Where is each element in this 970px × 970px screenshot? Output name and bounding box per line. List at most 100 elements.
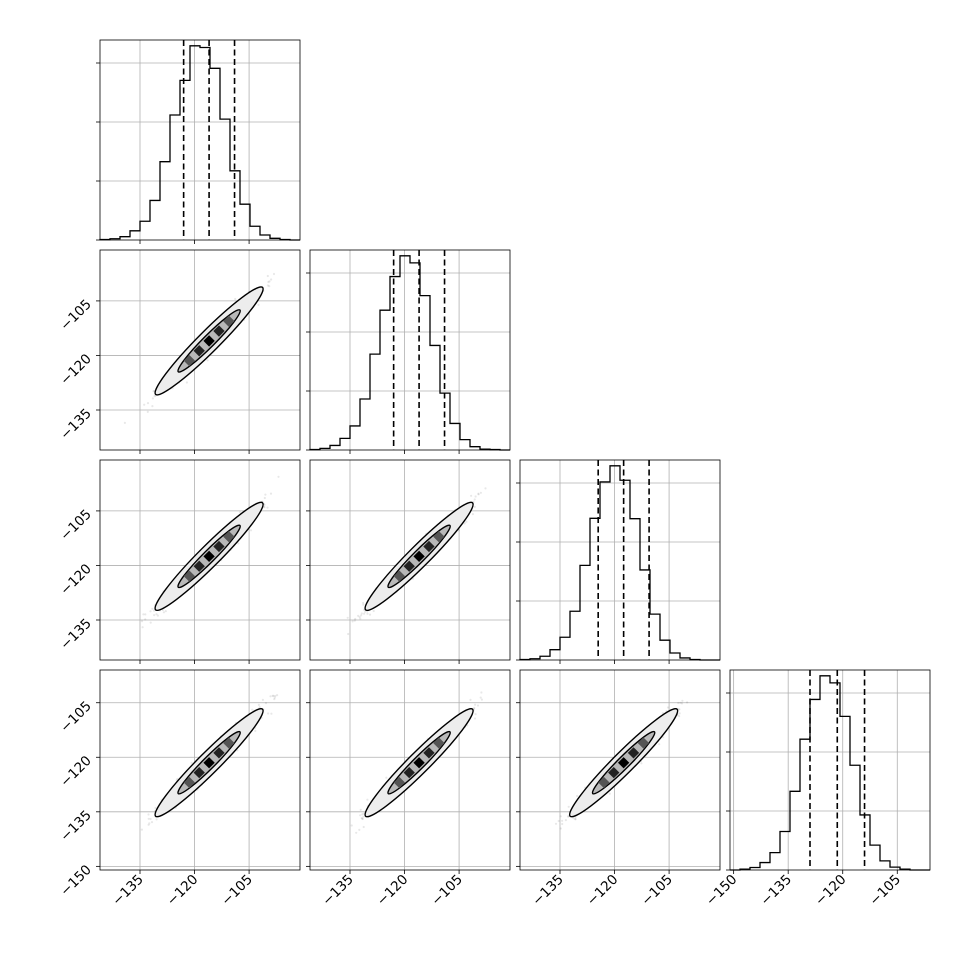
scatter-point [151,405,154,408]
contour-core [223,530,235,543]
hist-panel-1 [96,39,301,244]
scatter-point [146,410,149,413]
scatter-point [143,403,146,406]
scatter-point [164,610,167,613]
contour-core [203,550,215,563]
scatter-point [272,272,276,276]
hist-panel-4: −150 −135 −120 −105 [703,669,931,910]
y-tick-label: −105 [57,296,95,334]
scatter-point [153,614,156,617]
hist-panel-2 [306,249,511,454]
scatter-point [270,278,273,281]
scatter-point [366,612,369,615]
scatter-point [266,284,269,287]
x-tick-label: −150 [703,872,741,910]
scatter-point [364,610,367,613]
scatter-point [359,617,362,620]
scatter-point [268,285,271,288]
scatter-point [162,611,165,614]
scatter-point [142,613,145,616]
pair-content [140,475,280,629]
scatter-point [234,297,237,301]
y-tick-label: −120 [57,561,95,599]
scatter-point [479,491,482,494]
histogram-step-3 [519,465,720,661]
scatter-point [269,492,273,495]
scatter-point [267,280,270,284]
x-tick-label: −105 [867,872,905,910]
axes-frame [99,39,301,241]
contour-core [213,325,225,337]
pair-content [346,487,487,636]
contour-core [193,345,205,357]
scatter-point [463,522,466,525]
scatter-point [266,506,269,509]
scatter-point [277,475,280,478]
scatter-point [151,397,154,400]
scatter-point [144,613,147,616]
scatter-point [268,280,271,283]
scatter-point [257,303,260,306]
scatter-point [153,609,156,612]
contour-core [223,315,235,327]
scatter-point [146,402,150,405]
scatter-point [354,617,357,621]
y-tick-label: −135 [57,406,95,444]
scatter-point [249,529,253,532]
pair-panel-r3c1: −105 −120 −135 [57,459,301,664]
histogram-step-1 [99,45,300,241]
scatter-point [347,632,350,636]
axes-frame [309,249,511,451]
scatter-point [484,487,487,490]
axes-frame [99,249,301,451]
pair-panel-r2c1: −105 −120 −135 [57,249,301,454]
scatter-point [263,506,266,509]
scatter-point [153,395,156,398]
axes-frame [99,459,301,661]
histogram-step-2 [309,255,510,451]
scatter-point [263,503,266,506]
contour-core [203,335,215,347]
scatter-point [144,618,147,621]
scatter-point [266,274,269,278]
scatter-point [237,542,240,545]
scatter-point [362,603,365,606]
contour-core [213,540,225,553]
scatter-point [473,505,476,508]
y-tick-label: −120 [57,351,95,389]
contour-core [193,560,205,572]
scatter-point [264,493,267,496]
scatter-point [471,513,474,516]
pair-panel-r3c2 [306,459,511,664]
scatter-point [239,511,242,514]
scatter-point [155,613,158,616]
contour-core [183,570,196,582]
scatter-point [140,620,144,623]
y-tick-label: −105 [57,506,95,544]
scatter-point [149,621,152,624]
scatter-point [357,614,360,617]
scatter-point [151,607,154,610]
y-tick-label: −135 [57,616,95,654]
scatter-point [206,359,209,362]
pair-content [123,272,276,424]
x-tick-label: −135 [757,872,795,910]
scatter-point [141,626,144,629]
scatter-point [368,613,372,616]
x-tick-label: −120 [812,872,850,910]
axes-frame [519,459,721,661]
hist-panel-3 [516,459,721,664]
axes-frame [729,669,931,871]
scatter-point [123,421,126,424]
scatter-point [156,614,159,617]
scatter-point [372,609,375,613]
scatter-point [263,496,266,500]
histogram-step-4 [730,675,930,871]
contour-core [183,354,196,367]
scatter-point [465,520,468,523]
scatter-point [362,601,365,605]
scatter-point [353,619,356,622]
scatter-point [358,615,361,619]
scatter-point [477,493,480,496]
